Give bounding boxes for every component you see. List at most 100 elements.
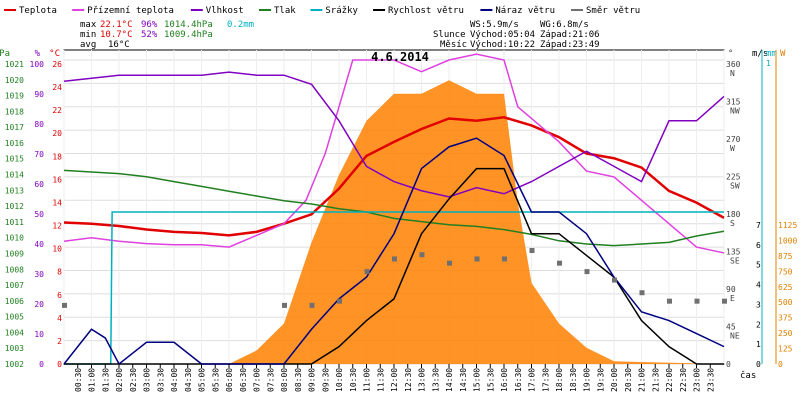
x-tick-label: 08:30 <box>294 368 303 392</box>
wm2-unit-label: W <box>780 49 786 59</box>
stats-header: max 22.1°C 96% 1014.4hPa 0.2mm min 10.7°… <box>80 20 600 64</box>
x-tick-label: 20:00 <box>610 368 619 392</box>
x-tick-label: 21:30 <box>651 368 660 392</box>
stats-max-hum: 96% <box>141 20 158 30</box>
wind-direction-point <box>282 302 287 308</box>
x-tick-label: 09:00 <box>308 368 317 392</box>
stats-min-hum: 52% <box>141 30 158 40</box>
x-tick-label: 16:30 <box>514 368 523 392</box>
wm2-tick: 750 <box>778 267 793 276</box>
degc-tick: 10 <box>52 245 62 254</box>
series-line-rychlost-větru <box>64 167 724 365</box>
dir-compass-label: W <box>730 144 735 153</box>
x-tick-label: 15:30 <box>486 368 495 392</box>
ms-tick: 3 <box>756 300 761 309</box>
x-tick-label: 02:00 <box>115 368 124 392</box>
x-tick-label: 03:00 <box>143 368 152 392</box>
pct-tick: 20 <box>34 300 44 309</box>
dir-tick: 180 <box>726 210 741 219</box>
pct-tick: 100 <box>30 60 45 69</box>
hpa-tick: 1008 <box>5 265 24 274</box>
dir-tick: 135 <box>726 248 741 257</box>
x-tick-label: 13:30 <box>431 368 440 392</box>
dir-tick: 225 <box>726 173 741 182</box>
wind-direction-point <box>62 302 67 308</box>
x-tick-label: 08:00 <box>280 368 289 392</box>
hpa-unit-label: hPa <box>0 49 10 59</box>
dir-tick: 45 <box>726 323 736 332</box>
pct-unit-label: % <box>35 49 41 59</box>
series-line-náraz-větru <box>63 137 725 366</box>
ms-tick: 4 <box>756 281 761 290</box>
x-axis-label: čas <box>740 370 756 381</box>
x-tick-label: 16:00 <box>500 368 509 392</box>
legend-label: Rychlost větru <box>388 6 464 16</box>
legend-label: Srážky <box>325 6 358 16</box>
degc-tick: 20 <box>52 129 62 138</box>
pct-tick: 30 <box>34 270 44 279</box>
chart-title: 4.6.2014 <box>371 50 429 64</box>
degc-tick: 18 <box>52 152 62 161</box>
x-tick-label: 09:30 <box>321 368 330 392</box>
stats-max-rain: 0.2mm <box>227 20 254 30</box>
axes-layer: hPa1021102010191018101710161015101410131… <box>0 49 797 369</box>
x-tick-label: 18:00 <box>555 368 564 392</box>
x-tick-label: 11:00 <box>363 368 372 392</box>
wm2-tick: 375 <box>778 314 793 323</box>
x-tick-label: 10:30 <box>349 368 358 392</box>
degc-tick: 0 <box>57 360 62 369</box>
wm2-tick: 875 <box>778 252 793 261</box>
x-tick-label: 13:00 <box>418 368 427 392</box>
solar-area <box>64 80 724 365</box>
pct-tick: 50 <box>34 210 44 219</box>
stats-avg-label: avg <box>80 40 96 50</box>
wm2-tick: 125 <box>778 345 793 354</box>
info-wg: WG:6.8m/s <box>540 20 589 30</box>
legend-label: Teplota <box>19 6 57 16</box>
degc-tick: 2 <box>57 337 62 346</box>
ms-unit-label: m/s <box>752 49 768 59</box>
stats-max-press: 1014.4hPa <box>164 20 213 30</box>
dir-tick: 360 <box>726 60 741 69</box>
hpa-tick: 1016 <box>5 139 24 148</box>
hpa-tick: 1017 <box>5 123 24 132</box>
wind-direction-point <box>667 298 672 304</box>
wind-direction-point <box>612 277 617 283</box>
x-tick-label: 05:30 <box>211 368 220 392</box>
degc-tick: 26 <box>52 60 62 69</box>
dir-tick: 270 <box>726 135 741 144</box>
x-tick-label: 01:30 <box>101 368 110 392</box>
info-slunce-zapad: Západ:21:06 <box>540 30 600 40</box>
x-axis: 00:30 01:00 01:30 02:00 02:30 03:00 03:30 04:00… <box>74 364 756 392</box>
degc-tick: 24 <box>52 83 62 92</box>
dir-compass-label: SW <box>730 182 740 191</box>
x-tick-label: 17:30 <box>541 368 550 392</box>
x-tick-label: 12:30 <box>404 368 413 392</box>
wm2-tick: 500 <box>778 298 793 307</box>
hpa-tick: 1013 <box>5 186 24 195</box>
legend-label: Směr větru <box>586 6 640 16</box>
stats-min-temp: 10.7°C <box>100 30 133 40</box>
x-tick-label: 23:30 <box>706 368 715 392</box>
wind-direction-point <box>694 298 700 304</box>
wind-direction-point <box>584 269 590 275</box>
x-tick-label: 20:30 <box>624 368 633 392</box>
wind-direction-point <box>557 260 562 266</box>
x-tick-label: 00:30 <box>74 368 83 392</box>
x-tick-label: 06:30 <box>239 368 248 392</box>
wind-direction-point <box>364 269 370 275</box>
legend-label: Přízemní teplota <box>87 6 174 16</box>
legend-label: Náraz větru <box>495 6 555 16</box>
hpa-tick: 1018 <box>5 107 24 116</box>
ms-tick: 1 <box>756 340 761 349</box>
wind-direction-point <box>309 302 315 308</box>
dir-compass-label: S <box>730 219 735 228</box>
pct-tick: 90 <box>34 90 44 99</box>
mm-unit-label: mm <box>766 49 777 59</box>
pct-tick: 0 <box>39 360 44 369</box>
hpa-tick: 1010 <box>5 234 24 243</box>
x-tick-label: 06:00 <box>225 368 234 392</box>
hpa-tick: 1011 <box>5 218 24 227</box>
x-tick-label: 17:00 <box>528 368 537 392</box>
